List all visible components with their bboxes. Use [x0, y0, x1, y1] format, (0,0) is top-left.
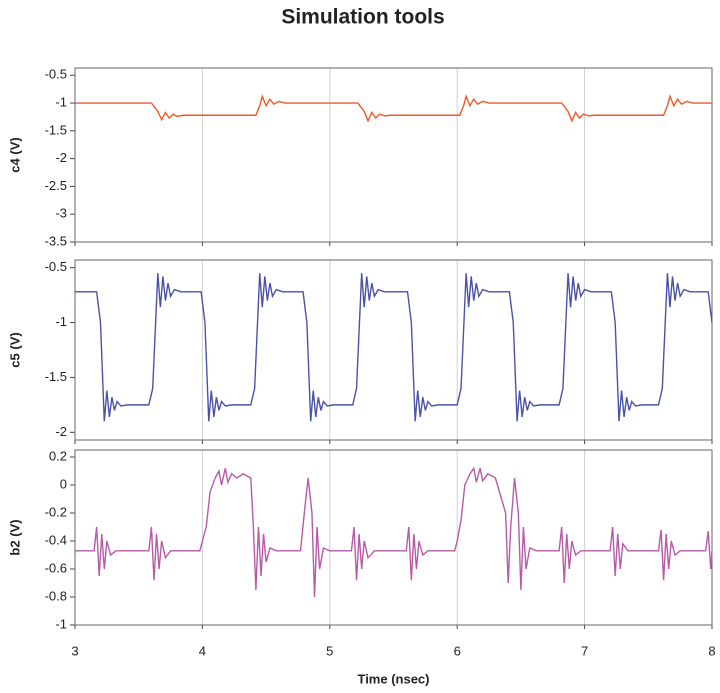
plot-frame: [74, 449, 713, 626]
x-tick-label: 8: [708, 643, 715, 658]
x-axis-label: Time (nsec): [357, 671, 429, 686]
y-tick-label: -3.5: [45, 233, 67, 248]
x-tick-label: 4: [199, 643, 206, 658]
y-tick-label: -0.5: [45, 259, 67, 274]
y-tick-label: 0.2: [49, 448, 67, 463]
y-tick-label: -0.6: [45, 560, 67, 575]
y-tick-label: -1.5: [45, 369, 67, 384]
plot-frame: [74, 67, 713, 243]
y-axis-label: c5 (V): [7, 332, 22, 367]
y-tick-label: -0.8: [45, 588, 67, 603]
y-tick-label: -1: [55, 314, 67, 329]
plot-frame: [74, 259, 713, 441]
y-axis-label: c4 (V): [7, 137, 22, 172]
y-tick-label: 0: [60, 476, 67, 491]
y-tick-label: -2: [55, 150, 67, 165]
x-tick-label: 5: [326, 643, 333, 658]
x-tick-label: 3: [71, 643, 78, 658]
y-tick-label: -1: [55, 616, 67, 631]
chart-title: Simulation tools: [281, 6, 444, 29]
x-tick-label: 6: [454, 643, 461, 658]
series-line: [75, 273, 713, 422]
y-tick-label: -0.4: [45, 532, 67, 547]
y-tick-label: -1: [55, 94, 67, 109]
y-tick-label: -1.5: [45, 122, 67, 137]
series-line: [75, 94, 712, 123]
y-tick-label: -2.5: [45, 178, 67, 193]
y-tick-label: -3: [55, 206, 67, 221]
y-tick-label: -2: [55, 424, 67, 439]
y-axis-label: b2 (V): [7, 519, 22, 555]
y-tick-label: -0.2: [45, 504, 67, 519]
y-tick-label: -0.5: [45, 67, 67, 82]
x-tick-label: 7: [581, 643, 588, 658]
series-line: [75, 466, 713, 598]
